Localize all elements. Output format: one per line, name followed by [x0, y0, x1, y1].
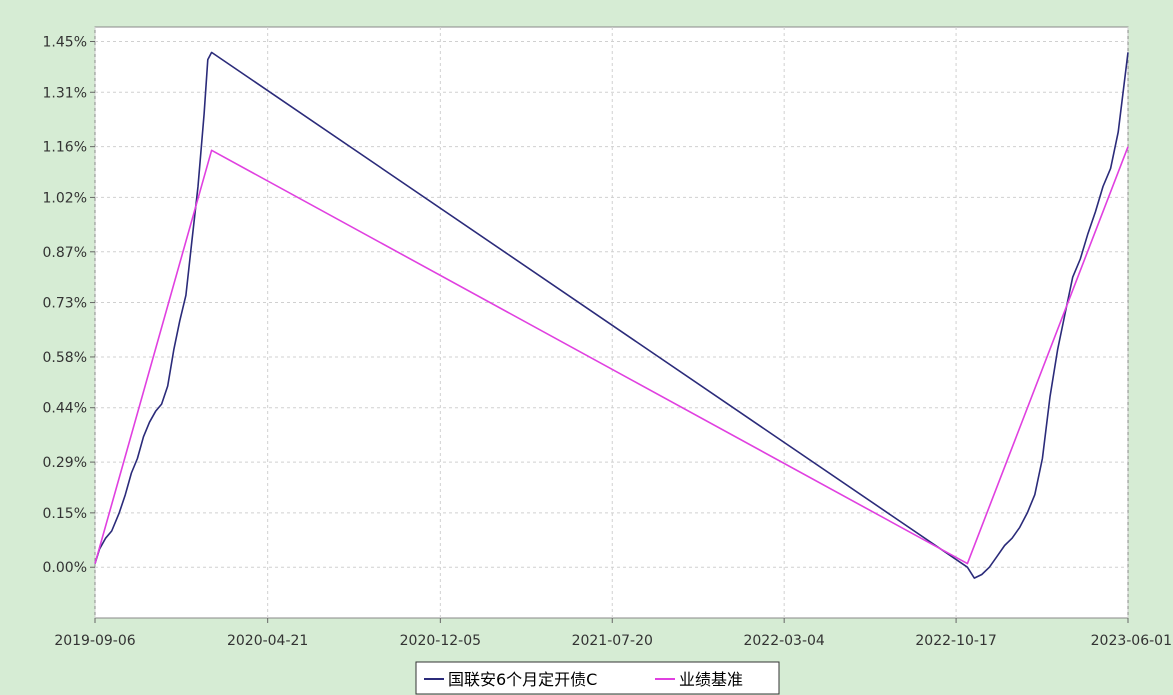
x-tick-label: 2022-10-17: [915, 633, 996, 649]
x-tick-label: 2021-07-20: [572, 633, 653, 649]
legend-box: [415, 661, 780, 695]
y-tick-label: 0.15%: [43, 506, 87, 522]
series-line-1: [94, 51, 1129, 579]
y-tick-label: 0.87%: [43, 245, 87, 261]
y-tick-label: 0.44%: [43, 401, 87, 417]
legend-label-series-2: 业绩基准: [679, 670, 743, 689]
x-tick-label: 2019-09-06: [54, 633, 135, 649]
x-tick-label: 2020-04-21: [227, 633, 308, 649]
y-axis: 0.00% 0.15% 0.29% 0.44% 0.58% 0.73% 0.87% 1.02%…: [43, 35, 95, 576]
y-tick-label: 1.31%: [43, 85, 87, 101]
series-lines: [94, 51, 1129, 579]
x-axis: 2019-09-06 2020-04-21 2020-12-05 2021-07-20…: [54, 618, 1172, 649]
grid: [94, 27, 1129, 618]
legend: 国联安6个月定开债C 业绩基准: [415, 661, 780, 695]
x-tick-label: 2023-06-01: [1091, 633, 1172, 649]
series-line-2: [94, 146, 1129, 565]
legend-label-series-1: 国联安6个月定开债C: [448, 670, 597, 689]
y-tick-label: 1.45%: [43, 35, 87, 51]
x-tick-label: 2020-12-05: [400, 633, 481, 649]
y-tick-label: 1.02%: [43, 190, 87, 206]
y-tick-label: 0.58%: [43, 350, 87, 366]
y-tick-label: 0.00%: [43, 560, 87, 576]
y-tick-label: 0.29%: [43, 455, 87, 471]
x-tick-label: 2022-03-04: [743, 633, 824, 649]
y-tick-label: 0.73%: [43, 296, 87, 312]
plot-area: [94, 26, 1129, 619]
y-tick-label: 1.16%: [43, 140, 87, 156]
